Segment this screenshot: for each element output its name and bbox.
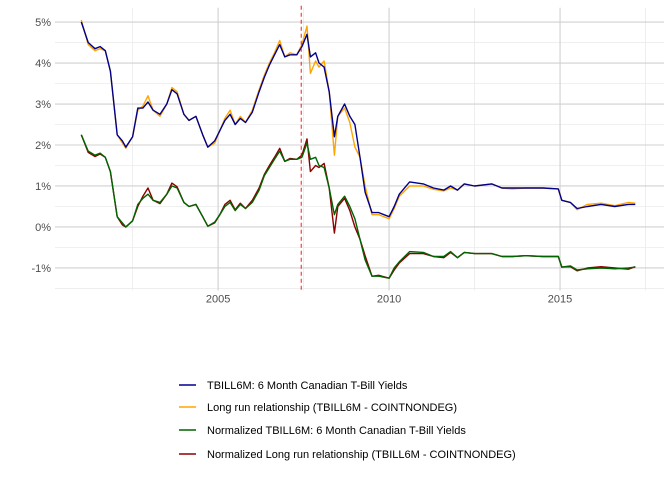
legend-label: TBILL6M: 6 Month Canadian T-Bill Yields (207, 380, 408, 392)
grid (55, 7, 664, 291)
y-tick-label: 3% (35, 99, 51, 111)
x-tick-label: 2010 (377, 294, 401, 306)
legend-label: Long run relationship (TBILL6M - COINTNO… (207, 402, 457, 414)
series-line-2 (80, 134, 636, 279)
y-tick-label: 2% (35, 140, 51, 152)
x-tick-label: 2005 (206, 294, 230, 306)
legend-label: Normalized Long run relationship (TBILL6… (207, 449, 516, 461)
y-tick-label: 1% (35, 181, 51, 193)
x-tick-label: 2015 (548, 294, 572, 306)
series-line-0 (80, 21, 636, 218)
y-tick-label: -1% (31, 263, 51, 275)
series-lines (80, 5, 636, 291)
legend-label: Normalized TBILL6M: 6 Month Canadian T-B… (207, 425, 466, 437)
y-tick-label: 0% (35, 222, 51, 234)
legend: TBILL6M: 6 Month Canadian T-Bill Yields L… (179, 380, 516, 461)
y-tick-label: 5% (35, 17, 51, 29)
y-tick-label: 4% (35, 58, 51, 70)
axes: -1% 0% 1% 2% 3% 4% 5% 2005 2010 2015 (31, 17, 572, 305)
